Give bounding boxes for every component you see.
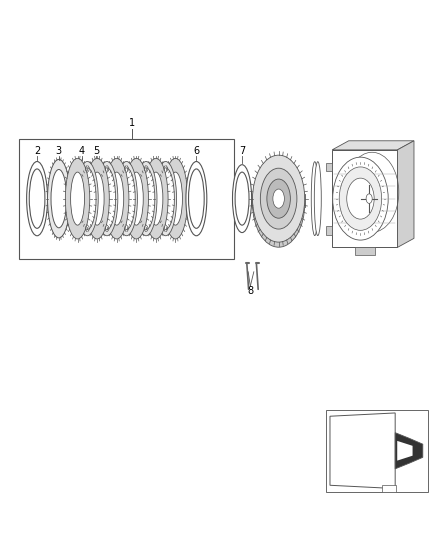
Ellipse shape bbox=[163, 158, 187, 239]
Ellipse shape bbox=[90, 172, 104, 225]
Bar bbox=[19, 139, 234, 259]
Text: 1: 1 bbox=[129, 118, 135, 128]
Polygon shape bbox=[332, 141, 414, 150]
Ellipse shape bbox=[110, 172, 124, 225]
Ellipse shape bbox=[253, 155, 305, 242]
Bar bbox=[382, 485, 396, 492]
Polygon shape bbox=[330, 413, 395, 489]
Polygon shape bbox=[397, 441, 413, 461]
Text: 6: 6 bbox=[193, 146, 199, 156]
Ellipse shape bbox=[105, 158, 129, 239]
Bar bbox=[326, 163, 332, 171]
Polygon shape bbox=[395, 433, 423, 469]
Ellipse shape bbox=[29, 169, 45, 228]
Ellipse shape bbox=[118, 168, 135, 229]
Ellipse shape bbox=[138, 168, 155, 229]
Polygon shape bbox=[397, 141, 414, 247]
Ellipse shape bbox=[116, 161, 138, 236]
Ellipse shape bbox=[135, 161, 157, 236]
Ellipse shape bbox=[188, 169, 204, 228]
Ellipse shape bbox=[149, 172, 163, 225]
Ellipse shape bbox=[47, 159, 70, 238]
Ellipse shape bbox=[311, 161, 318, 236]
Ellipse shape bbox=[339, 167, 381, 230]
Text: 8: 8 bbox=[247, 286, 254, 296]
Bar bbox=[326, 226, 332, 235]
Ellipse shape bbox=[157, 168, 174, 229]
Bar bbox=[325, 410, 428, 492]
Ellipse shape bbox=[314, 161, 321, 236]
Ellipse shape bbox=[144, 158, 168, 239]
Ellipse shape bbox=[333, 157, 388, 240]
Ellipse shape bbox=[253, 160, 305, 247]
Ellipse shape bbox=[186, 161, 207, 236]
Bar bbox=[332, 150, 397, 247]
Ellipse shape bbox=[98, 168, 116, 229]
Text: 7: 7 bbox=[239, 146, 245, 156]
Text: 5: 5 bbox=[93, 146, 99, 156]
Bar bbox=[355, 247, 374, 255]
Ellipse shape bbox=[77, 161, 98, 236]
Ellipse shape bbox=[235, 172, 249, 225]
Text: 2: 2 bbox=[34, 146, 40, 156]
Ellipse shape bbox=[85, 158, 110, 239]
Text: 3: 3 bbox=[56, 146, 62, 156]
Ellipse shape bbox=[124, 158, 148, 239]
Ellipse shape bbox=[27, 161, 47, 236]
Ellipse shape bbox=[51, 169, 67, 228]
Ellipse shape bbox=[71, 172, 85, 225]
Ellipse shape bbox=[273, 189, 284, 208]
Ellipse shape bbox=[169, 172, 183, 225]
Ellipse shape bbox=[267, 179, 290, 218]
Ellipse shape bbox=[260, 168, 297, 229]
Text: 4: 4 bbox=[79, 146, 85, 156]
Ellipse shape bbox=[65, 158, 90, 239]
Ellipse shape bbox=[366, 194, 372, 204]
Ellipse shape bbox=[129, 172, 143, 225]
Ellipse shape bbox=[155, 161, 177, 236]
Ellipse shape bbox=[79, 168, 96, 229]
Ellipse shape bbox=[96, 161, 118, 236]
Ellipse shape bbox=[233, 165, 252, 232]
Ellipse shape bbox=[347, 178, 374, 219]
